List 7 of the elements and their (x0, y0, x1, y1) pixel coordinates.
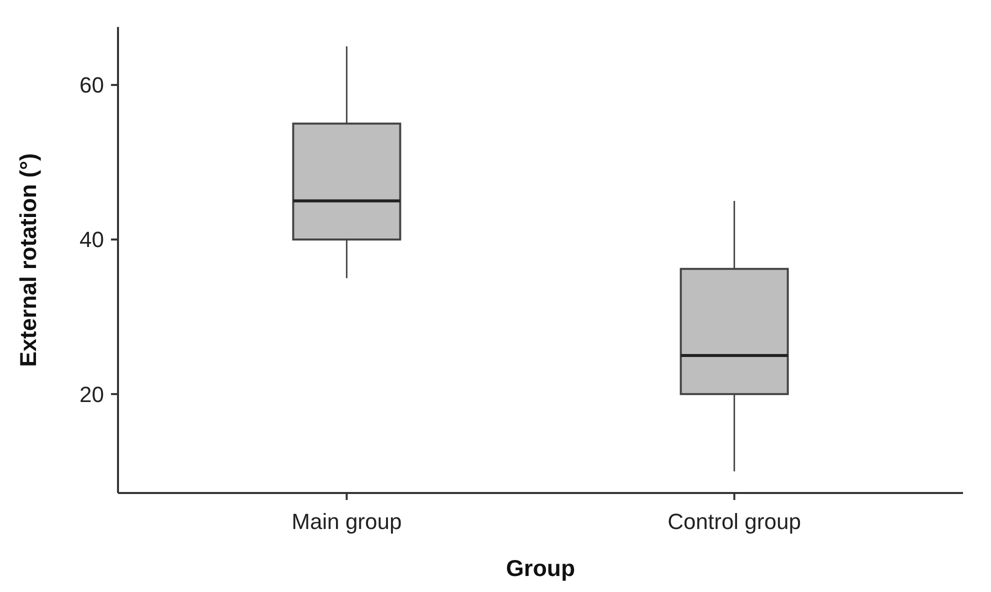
x-axis-title: Group (506, 555, 575, 581)
y-tick-label: 40 (80, 227, 104, 252)
x-tick-label: Main group (292, 509, 402, 534)
y-tick-label: 20 (80, 382, 104, 407)
y-axis-title: External rotation (°) (15, 153, 41, 367)
x-tick-label: Control group (668, 509, 801, 534)
y-tick-label: 60 (80, 72, 104, 98)
